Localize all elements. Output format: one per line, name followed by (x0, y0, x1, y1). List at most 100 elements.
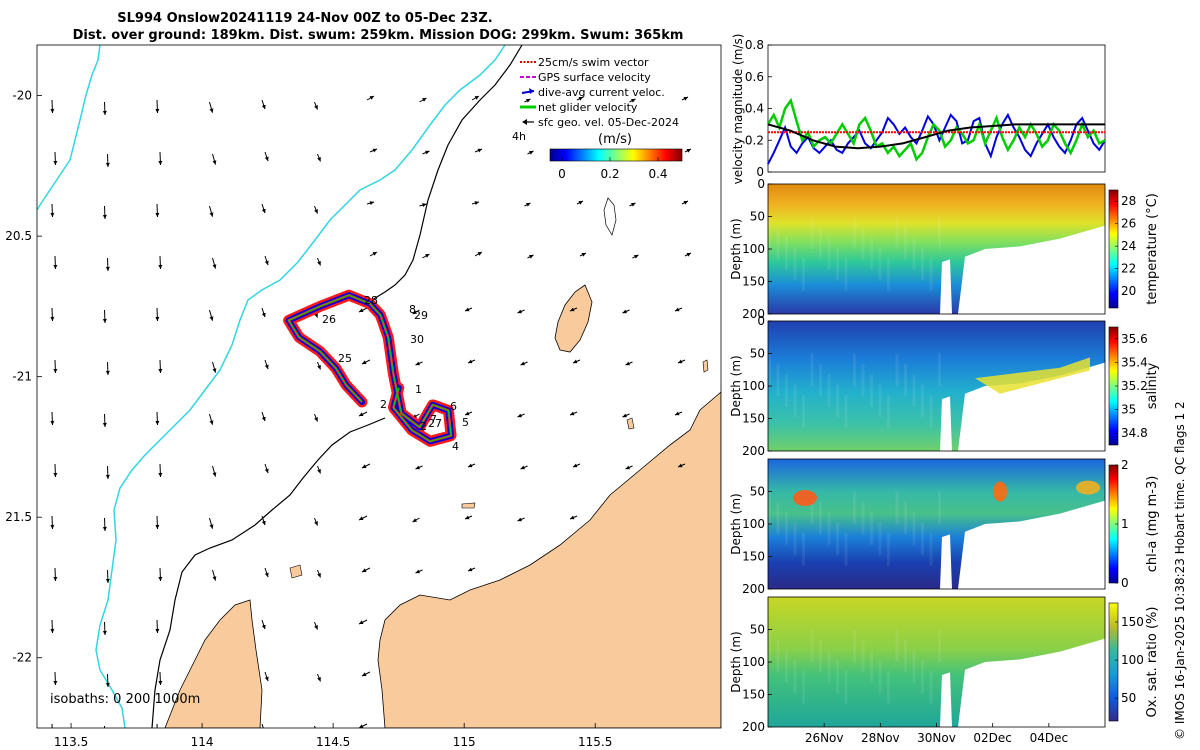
velocity-arrowhead (105, 682, 110, 687)
velocity-arrowhead (369, 201, 374, 206)
section-texture (793, 384, 797, 418)
velocity-arrowhead (362, 568, 367, 572)
velocity-arrowhead (517, 309, 522, 314)
section-texture (904, 501, 907, 535)
section-texture (912, 374, 916, 407)
isobath-200m (151, 417, 386, 728)
section-texture (793, 247, 797, 281)
depth-ylabel: Depth (m) (729, 218, 743, 279)
section-texture (921, 247, 924, 281)
velocity-ytick-label: 0.2 (745, 133, 764, 147)
velocity-arrowhead (53, 160, 58, 165)
colorbar-tick-label: 2 (1121, 458, 1129, 472)
section-texture (878, 247, 882, 281)
velocity-arrowhead (102, 630, 107, 635)
colorbar-tick-label: 50 (1121, 691, 1136, 705)
velocity-arrowhead (314, 105, 318, 110)
velocity-arrowhead (264, 364, 269, 370)
velocity-arrowhead (422, 203, 427, 208)
velocity-arrow (314, 725, 316, 728)
velocity-arrowhead (155, 733, 159, 737)
section-texture (768, 353, 771, 386)
velocity-arrowhead (468, 359, 473, 364)
velocity-arrowhead (634, 255, 639, 259)
velocity-arrowhead (264, 468, 269, 474)
map-ytick-label: 20.5 (5, 229, 32, 243)
velocity-arrowhead (529, 151, 534, 155)
section-texture (802, 258, 805, 291)
legend-geo: sfc geo. vel. 05-Dec-2024 (538, 116, 679, 129)
velocity-arrow (261, 723, 264, 728)
map-xtick-label: 115 (453, 735, 476, 749)
section-texture (929, 533, 933, 566)
map-xtick-label: 114.5 (316, 735, 350, 749)
velocity-arrowhead (625, 361, 630, 366)
velocity-arrowhead (622, 413, 627, 418)
track-label-7: 7 (430, 413, 437, 426)
velocity-arrowhead (264, 572, 269, 578)
velocity-arrowhead (155, 420, 160, 425)
depth-ytick-label: 150 (742, 550, 765, 564)
velocity-ytick-label: 0.8 (745, 38, 764, 52)
velocity-axes (767, 44, 1106, 173)
section-texture (870, 650, 873, 683)
legend-arrowhead-geo (522, 119, 527, 125)
section-texture (836, 660, 839, 694)
velocity-arrowhead (526, 99, 531, 103)
footer-credit: © IMOS 16-Jan-2025 10:38:23 Hobart time.… (1173, 401, 1187, 740)
map-xtick-label: 114 (191, 735, 214, 749)
map-ytick-label: 21.5 (5, 510, 32, 524)
chl-max-patch (993, 481, 1007, 502)
velocity-arrowhead (625, 465, 630, 470)
velocity-arrowhead (683, 201, 688, 205)
velocity-series (766, 97, 1106, 165)
legend-arrowhead-dive (529, 88, 534, 94)
chl-max-patch (793, 490, 817, 506)
velocity-arrowhead (314, 209, 318, 214)
track-day-labels: 1 2 2 25 26 27 28 29 30 4 5 6 7 8 (322, 294, 469, 453)
velocity-arrowhead (474, 96, 479, 100)
velocity-arrowhead (105, 266, 110, 271)
depth-section-field (768, 184, 1105, 314)
velocity-arrowhead (517, 517, 522, 522)
depth-ytick-label: 150 (742, 688, 765, 702)
velocity-arrow (735, 203, 741, 206)
velocity-arrowhead (412, 310, 417, 314)
velocity-arrowhead (317, 573, 321, 578)
velocity-arrowhead (425, 150, 430, 155)
section-texture (853, 216, 856, 249)
section-texture (904, 226, 907, 260)
colorbar-label: chl-a (mg m-3) (1145, 476, 1160, 573)
chl-max-patch (1076, 480, 1100, 495)
section-texture (844, 671, 848, 704)
colorbar-tick-label: 150 (1121, 615, 1144, 629)
section-texture (819, 363, 822, 397)
colorbar-tick-label: 35.4 (1121, 355, 1148, 369)
velocity-arrowhead (261, 416, 266, 422)
net-glider-track-line (288, 294, 452, 442)
map-ytick-label: -21 (12, 370, 32, 384)
section-texture (895, 491, 899, 524)
section-texture (895, 216, 899, 249)
colorbar-tick-label: 1 (1121, 517, 1129, 531)
velocity-arrowhead (686, 149, 691, 153)
colorbar-label: salinity (1145, 362, 1160, 409)
velocity-arrowhead (50, 316, 55, 321)
section-texture (904, 639, 907, 673)
velocity-arrowhead (155, 108, 160, 113)
depth-ytick-label: 150 (742, 275, 765, 289)
velocity-ylabel: velocity magnitude (m/s) (731, 34, 745, 185)
colorbar-label: temperature (°C) (1145, 193, 1160, 305)
velocity-arrowhead (631, 99, 636, 103)
velocity-arrowhead (317, 677, 321, 682)
time-xtick-label: 30Nov (917, 731, 956, 745)
section-texture (878, 660, 882, 694)
velocity-arrowhead (314, 625, 318, 630)
velocity-arrowhead (517, 413, 522, 418)
track-label-6: 6 (450, 400, 457, 413)
islet-2 (289, 564, 303, 579)
time-xtick-label: 26Nov (805, 731, 844, 745)
section-texture (878, 384, 882, 418)
section-texture (895, 629, 899, 662)
